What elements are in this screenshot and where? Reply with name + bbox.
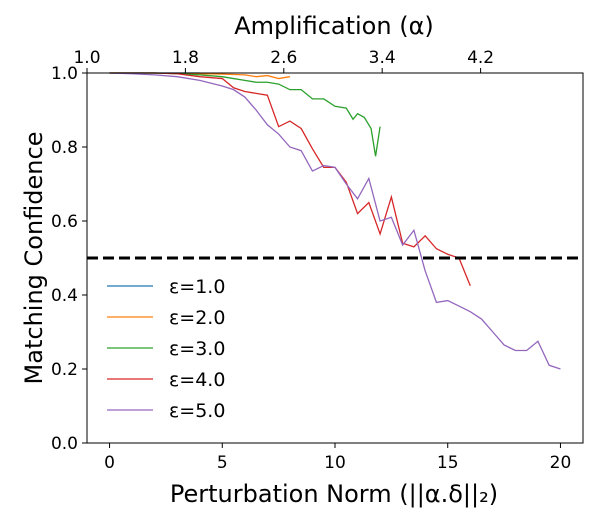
top-tick-label: 2.6 [270, 48, 297, 68]
y-tick-label: 0.4 [51, 286, 78, 306]
legend-label: ε=2.0 [169, 307, 225, 329]
x-axis-ticks: 0 5 10 15 20 [104, 443, 571, 473]
y-tick-label: 0.8 [51, 138, 78, 158]
y-tick-label: 0.6 [51, 212, 78, 232]
y-tick-label: 0.0 [51, 434, 78, 454]
series-line-5 [109, 72, 561, 370]
top-tick-label: 1.0 [73, 48, 100, 68]
legend-label: ε=1.0 [169, 276, 225, 298]
top-tick-label: 1.8 [172, 48, 199, 68]
series-line-4 [109, 72, 471, 286]
x-tick-label: 20 [550, 453, 572, 473]
x-tick-label: 0 [104, 453, 115, 473]
legend: ε=1.0 ε=2.0 ε=3.0 ε=4.0 ε=5.0 [107, 276, 225, 422]
top-tick-label: 3.4 [369, 48, 396, 68]
top-tick-label: 4.2 [467, 48, 494, 68]
series-layer [109, 72, 561, 370]
x-tick-label: 15 [437, 453, 459, 473]
legend-label: ε=3.0 [169, 338, 225, 360]
top-axis-label: Amplification (α) [234, 12, 434, 40]
x-tick-label: 10 [324, 453, 346, 473]
y-axis-label: Matching Confidence [20, 132, 48, 385]
y-tick-label: 0.2 [51, 360, 78, 380]
legend-label: ε=4.0 [169, 369, 225, 391]
y-tick-label: 1.0 [51, 64, 78, 84]
legend-label: ε=5.0 [169, 400, 225, 422]
x-tick-label: 5 [217, 453, 228, 473]
top-x-axis-ticks: 1.0 1.8 2.6 3.4 4.2 [73, 48, 494, 73]
x-axis-label: Perturbation Norm (||α.δ||₂) [170, 480, 498, 508]
y-axis-ticks: 0.0 0.2 0.4 0.6 0.8 1.0 [51, 64, 87, 454]
series-line-3 [109, 72, 381, 157]
